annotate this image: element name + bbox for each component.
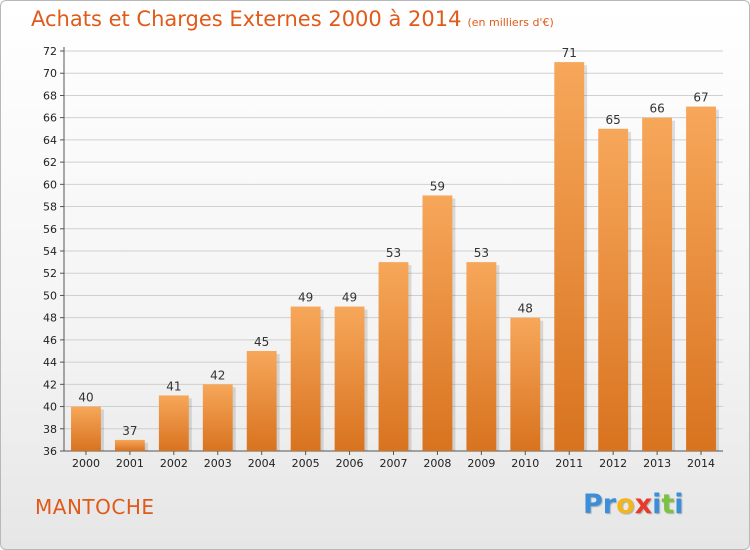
y-tick-label: 46 — [43, 334, 57, 347]
bar-2011 — [554, 62, 585, 451]
commune-name: MANTOCHE — [35, 495, 155, 519]
tick-labels: 36 38 40 42 44 46 48 50 52 54 56 58 60 62 64 66 68 70 72 20… — [43, 45, 715, 470]
x-tick-label: 2012 — [599, 457, 627, 470]
bar-2008 — [422, 195, 453, 451]
x-tick-label: 2005 — [292, 457, 320, 470]
logo-letter: o — [616, 489, 635, 520]
y-tick-label: 56 — [43, 223, 57, 236]
bar-2006 — [334, 306, 365, 451]
data-label: 67 — [693, 91, 708, 105]
y-tick-label: 38 — [43, 423, 57, 436]
x-tick-label: 2008 — [423, 457, 451, 470]
data-label: 42 — [210, 368, 225, 382]
data-label: 65 — [606, 113, 621, 127]
data-label: 37 — [122, 424, 137, 438]
x-tick-label: 2000 — [72, 457, 100, 470]
x-tick-label: 2009 — [467, 457, 495, 470]
y-tick-label: 72 — [43, 45, 57, 58]
logo-letter: i — [652, 489, 662, 520]
data-label: 53 — [474, 246, 489, 260]
chart-title: Achats et Charges Externes 2000 à 2014 (e… — [31, 7, 554, 31]
data-label: 41 — [166, 379, 181, 393]
y-tick-label: 70 — [43, 67, 57, 80]
x-tick-label: 2001 — [116, 457, 144, 470]
x-tick-label: 2006 — [336, 457, 364, 470]
logo-letter: t — [661, 489, 675, 520]
bar-2002 — [158, 395, 189, 451]
logo-letter: i — [674, 489, 684, 520]
y-tick-label: 68 — [43, 89, 57, 102]
logo-letter: x — [634, 489, 653, 520]
bar-2001 — [114, 439, 145, 451]
y-tick-label: 62 — [43, 156, 57, 169]
y-tick-label: 66 — [43, 112, 57, 125]
bar-2007 — [378, 262, 409, 451]
data-label: 66 — [649, 102, 664, 116]
proxiti-logo: Proxiti — [583, 489, 684, 520]
data-label: 49 — [342, 291, 357, 305]
data-labels: 40 37 41 42 45 49 49 53 59 53 48 71 65 66 67 — [78, 46, 708, 438]
bar-2013 — [642, 117, 673, 452]
bar-2000 — [71, 406, 101, 451]
x-tick-label: 2010 — [511, 457, 539, 470]
x-tick-label: 2011 — [555, 457, 583, 470]
y-tick-label: 52 — [43, 267, 57, 280]
y-tick-label: 44 — [43, 356, 57, 369]
data-label: 40 — [78, 391, 93, 405]
data-label: 48 — [518, 302, 533, 316]
x-tick-label: 2014 — [687, 457, 715, 470]
y-tick-label: 36 — [43, 445, 57, 458]
logo-letter: P — [583, 489, 603, 520]
data-label: 49 — [298, 291, 313, 305]
bar-2004 — [246, 351, 277, 451]
bar-2003 — [202, 384, 233, 451]
x-tick-label: 2007 — [380, 457, 408, 470]
x-tick-label: 2002 — [160, 457, 188, 470]
bar-2005 — [290, 306, 321, 451]
chart-title-text: Achats et Charges Externes 2000 à 2014 — [31, 7, 462, 31]
y-tick-label: 42 — [43, 378, 57, 391]
y-tick-label: 58 — [43, 201, 57, 214]
logo-letter: r — [602, 489, 617, 520]
y-tick-label: 50 — [43, 289, 57, 302]
y-tick-label: 40 — [43, 401, 57, 414]
bar-2014 — [686, 106, 716, 452]
bars — [71, 62, 719, 452]
data-label: 71 — [562, 46, 577, 60]
data-label: 45 — [254, 335, 269, 349]
bar-2010 — [510, 317, 541, 451]
data-label: 59 — [430, 179, 445, 193]
y-tick-label: 60 — [43, 178, 57, 191]
x-tick-label: 2013 — [643, 457, 671, 470]
bar-2009 — [466, 262, 497, 451]
x-tick-label: 2004 — [248, 457, 276, 470]
y-tick-label: 54 — [43, 245, 57, 258]
y-tick-label: 48 — [43, 312, 57, 325]
y-tick-label: 64 — [43, 134, 57, 147]
chart-subtitle: (en milliers d'€) — [467, 16, 554, 29]
bar-2012 — [598, 128, 629, 451]
x-tick-label: 2003 — [204, 457, 232, 470]
data-label: 53 — [386, 246, 401, 260]
